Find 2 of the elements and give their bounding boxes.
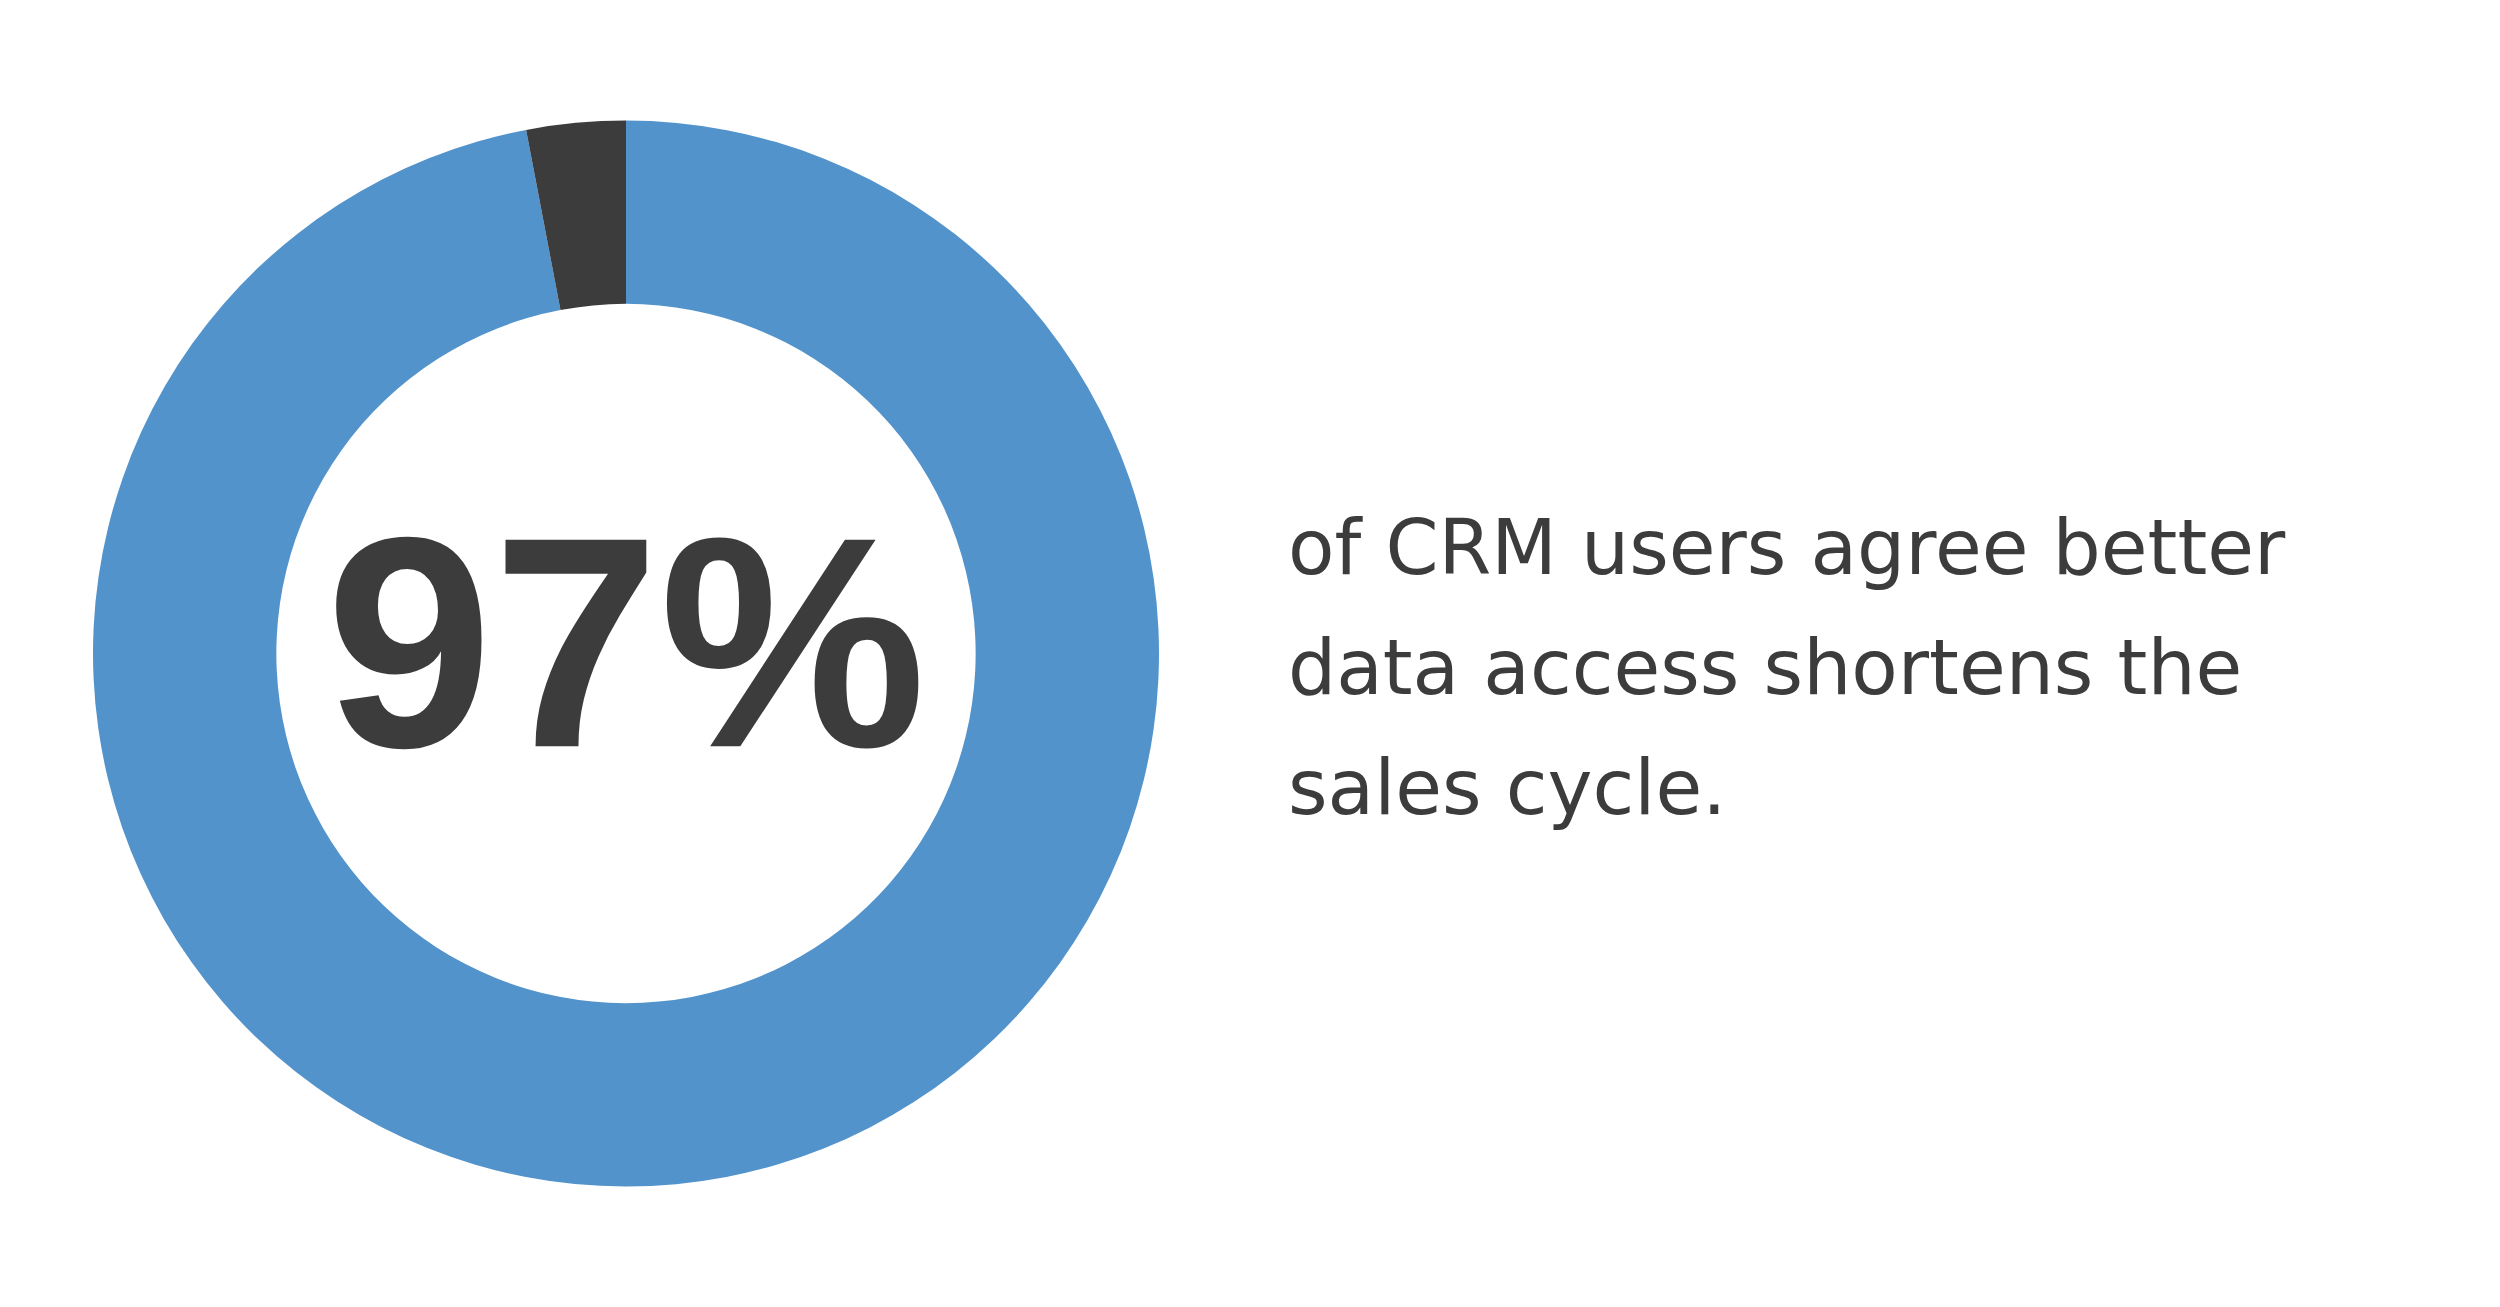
text: of CRM users agree better data access shortens the sales cycle.: [1288, 502, 2287, 834]
data-label: 97%: [325, 474, 927, 811]
